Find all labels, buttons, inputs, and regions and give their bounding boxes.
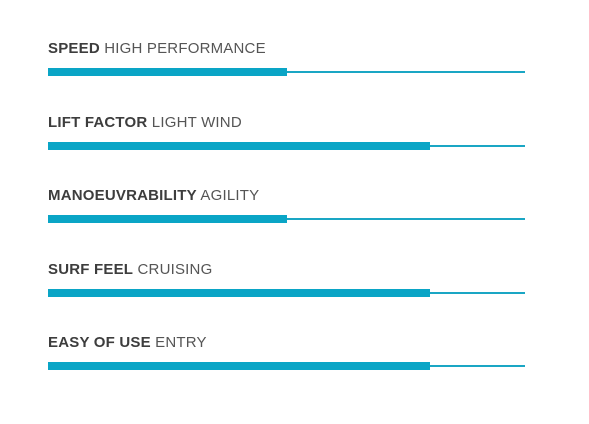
rating-bar-fill — [48, 362, 430, 370]
rating-title: EASY OF USE — [48, 334, 151, 351]
rating-ease-of-use: EASY OF USE ENTRY — [48, 334, 525, 408]
rating-label: MANOEUVRABILITY AGILITY — [48, 187, 525, 205]
rating-label: EASY OF USE ENTRY — [48, 334, 525, 352]
rating-manoeuvrability: MANOEUVRABILITY AGILITY — [48, 187, 525, 261]
rating-label: SPEED HIGH PERFORMANCE — [48, 40, 525, 58]
rating-lift-factor: LIFT FACTOR LIGHT WIND — [48, 114, 525, 188]
rating-surf-feel: SURF FEEL CRUISING — [48, 261, 525, 335]
ratings-list: SPEED HIGH PERFORMANCE LIFT FACTOR LIGHT… — [48, 40, 525, 408]
rating-title: LIFT FACTOR — [48, 113, 148, 131]
rating-value: AGILITY — [200, 187, 260, 204]
rating-title: SPEED — [48, 40, 100, 57]
rating-title: MANOEUVRABILITY — [48, 187, 197, 204]
rating-value: HIGH PERFORMANCE — [104, 40, 266, 57]
rating-label: LIFT FACTOR LIGHT WIND — [48, 114, 525, 132]
rating-title: SURF FEEL — [48, 260, 134, 278]
rating-value: CRUISING — [137, 260, 213, 278]
rating-value: ENTRY — [155, 334, 207, 351]
rating-speed: SPEED HIGH PERFORMANCE — [48, 40, 525, 114]
rating-bar-fill — [48, 215, 287, 223]
rating-label: SURF FEEL CRUISING — [48, 261, 525, 279]
rating-bar-fill — [48, 288, 430, 297]
rating-value: LIGHT WIND — [151, 113, 242, 131]
rating-bar-fill — [48, 141, 430, 150]
rating-bar-fill — [48, 68, 287, 76]
